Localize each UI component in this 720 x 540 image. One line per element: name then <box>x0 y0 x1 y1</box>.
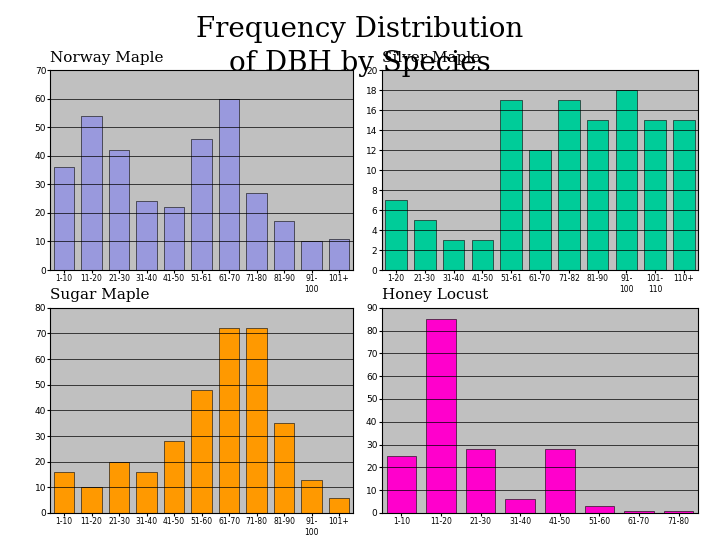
Bar <box>164 441 184 513</box>
Bar <box>545 449 575 513</box>
Bar <box>329 239 349 270</box>
Bar <box>558 100 580 270</box>
Bar <box>644 120 666 270</box>
Text: Frequency Distribution
of DBH by Species: Frequency Distribution of DBH by Species <box>197 16 523 77</box>
Bar <box>664 511 693 513</box>
Bar <box>54 167 74 270</box>
Bar <box>246 193 267 270</box>
Bar <box>136 201 157 270</box>
Bar <box>219 328 239 513</box>
Bar <box>192 390 212 513</box>
Bar <box>219 99 239 270</box>
Bar <box>616 90 637 270</box>
Bar <box>109 462 130 513</box>
Bar <box>426 319 456 513</box>
Bar <box>274 423 294 513</box>
Bar <box>81 487 102 513</box>
Text: Sugar Maple: Sugar Maple <box>50 288 150 302</box>
Bar <box>387 456 416 513</box>
Bar <box>81 116 102 270</box>
Bar <box>192 139 212 270</box>
Bar <box>587 120 608 270</box>
Bar <box>301 241 322 270</box>
Bar <box>109 150 130 270</box>
Bar <box>585 506 614 513</box>
Text: Honey Locust: Honey Locust <box>382 288 488 302</box>
Bar <box>500 100 522 270</box>
Bar <box>472 240 493 270</box>
Bar <box>164 207 184 270</box>
Bar <box>529 150 551 270</box>
Bar <box>673 120 695 270</box>
Bar <box>246 328 267 513</box>
Bar <box>385 200 407 270</box>
Bar <box>54 472 74 513</box>
Bar <box>505 500 535 513</box>
Bar <box>443 240 464 270</box>
Bar <box>301 480 322 513</box>
Text: Norway Maple: Norway Maple <box>50 51 164 65</box>
Bar <box>274 221 294 270</box>
Bar <box>329 498 349 513</box>
Bar <box>624 511 654 513</box>
Bar <box>414 220 436 270</box>
Text: Silver Maple: Silver Maple <box>382 51 480 65</box>
Bar <box>466 449 495 513</box>
Bar <box>136 472 157 513</box>
